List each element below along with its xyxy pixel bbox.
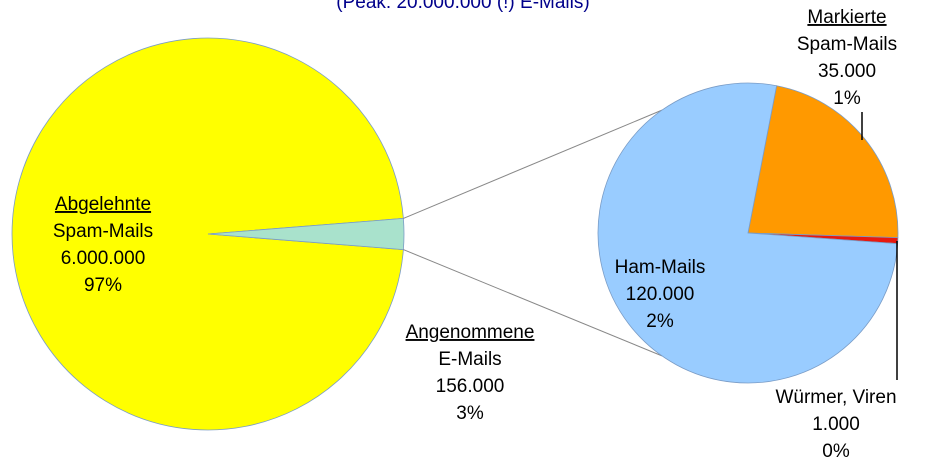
pie-slice	[11, 37, 404, 431]
slice-label: Spam-Mails	[53, 221, 153, 242]
value-label: 156.000	[436, 376, 505, 397]
connector-line	[403, 109, 663, 219]
pie-slice	[747, 85, 899, 239]
slice-label: Würmer, Viren	[775, 387, 896, 408]
percent-label: 0%	[822, 441, 850, 459]
slice-label: Markierte	[807, 7, 886, 28]
slice-label: Spam-Mails	[797, 34, 897, 55]
value-label: 120.000	[626, 284, 695, 305]
value-label: 6.000.000	[61, 248, 146, 269]
connector-line	[403, 249, 663, 357]
percent-label: 3%	[456, 403, 484, 424]
chart-subtitle: (Peak: 20.000.000 (!) E-Mails)	[336, 0, 589, 13]
slice-label: Angenommene	[406, 322, 535, 343]
pie-slice	[207, 217, 405, 251]
percent-label: 2%	[646, 311, 674, 332]
pie-slice	[597, 82, 899, 384]
slice-label: E-Mails	[438, 349, 501, 370]
slice-label: Ham-Mails	[615, 257, 706, 278]
value-label: 1.000	[812, 414, 860, 435]
percent-label: 1%	[833, 88, 861, 109]
percent-label: 97%	[84, 275, 122, 296]
value-label: 35.000	[818, 61, 876, 82]
slice-label: Abgelehnte	[55, 194, 151, 215]
